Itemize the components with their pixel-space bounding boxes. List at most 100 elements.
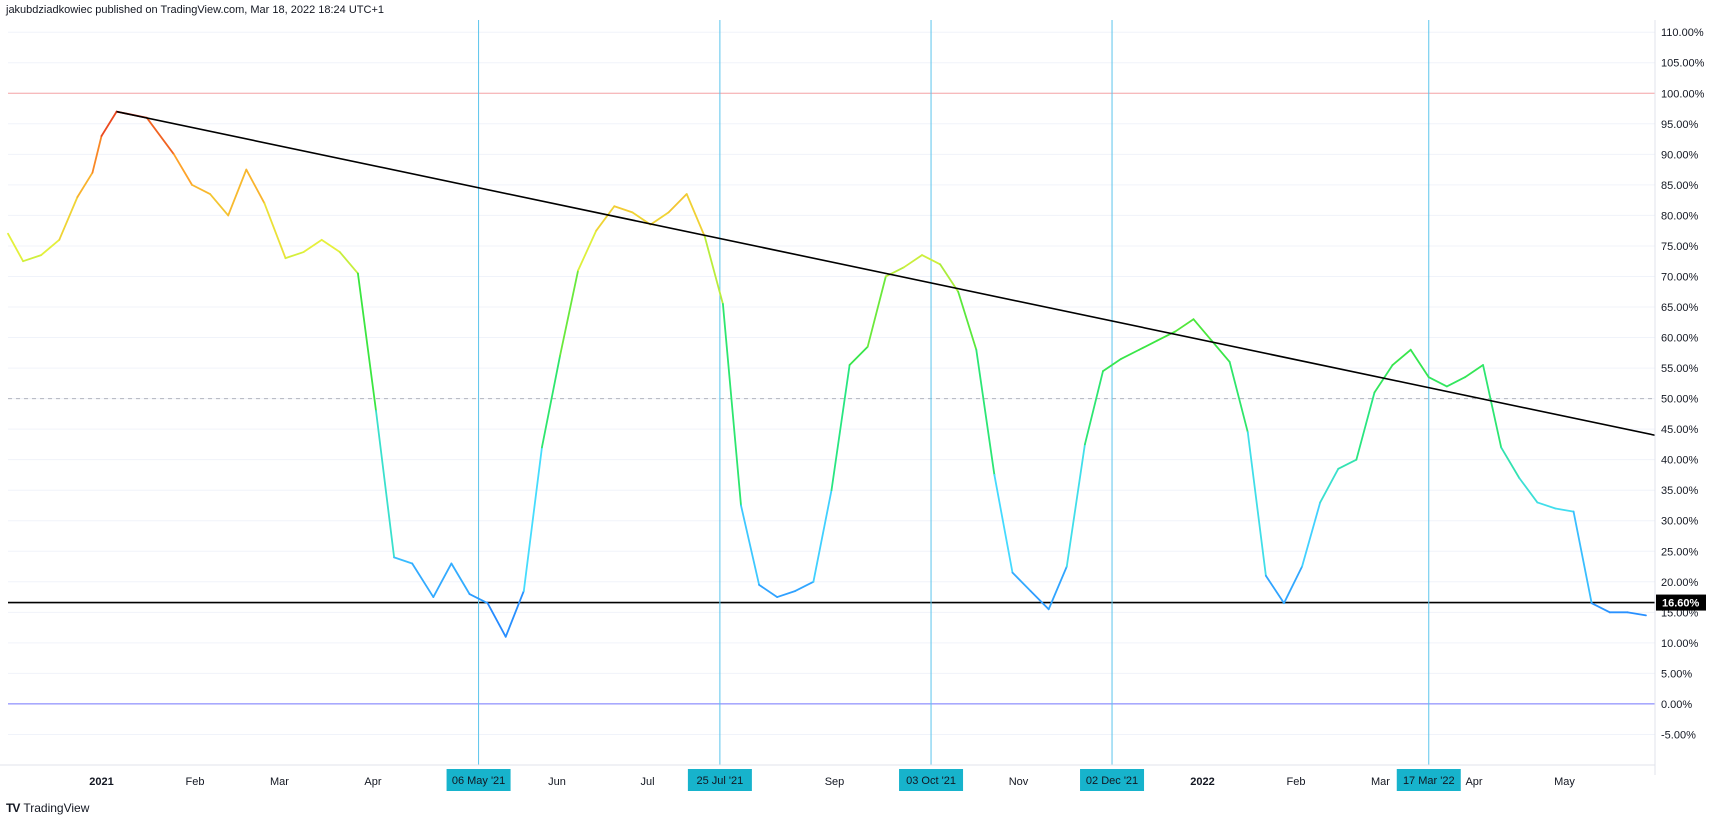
series-segment (722, 303, 742, 507)
y-tick-label: 50.00% (1661, 394, 1699, 406)
series-segment (1319, 467, 1340, 504)
y-tick-label: 45.00% (1661, 424, 1699, 436)
series-segment (191, 183, 212, 195)
horizontal-levels (8, 92, 1655, 705)
series-segment (1464, 364, 1484, 379)
series-segment (1337, 458, 1358, 470)
series-segment (227, 168, 248, 217)
x-tick-label: Nov (1009, 776, 1029, 788)
y-tick-label: 100.00% (1661, 88, 1705, 100)
series-segment (522, 446, 543, 592)
series-segment (1283, 565, 1303, 605)
series-segment (1518, 477, 1539, 504)
y-tick-label: 30.00% (1661, 516, 1699, 528)
series-segment (1102, 358, 1122, 373)
series-segment (1246, 431, 1267, 577)
series-segment (939, 263, 960, 293)
descending-trend-line (116, 110, 1656, 437)
x-tick-label: Sep (825, 776, 845, 788)
series-segment (1138, 339, 1159, 351)
x-tick-label: Feb (186, 776, 205, 788)
y-tick-label: 85.00% (1661, 180, 1699, 192)
series-segment (263, 202, 287, 260)
series-segment (504, 590, 525, 638)
series-segment (685, 193, 706, 238)
series-segment (1120, 348, 1141, 360)
series-segment (245, 168, 266, 205)
x-tick-label: 2022 (1190, 776, 1214, 788)
footer-brand: TradingView (23, 801, 90, 815)
series-segment (595, 205, 616, 232)
series-segment (902, 254, 923, 269)
series-segment (740, 504, 761, 586)
x-axis[interactable]: 2021FebMarAprJunJulAugSepNov2022FebMarAp… (89, 776, 1575, 788)
x-tick-label: 2021 (89, 776, 113, 788)
series-segment (1626, 611, 1647, 617)
series-segment (1500, 446, 1521, 479)
y-tick-label: 20.00% (1661, 577, 1699, 589)
series-segment (1572, 510, 1593, 605)
series-segment (794, 580, 815, 592)
date-badge-label: 06 May '21 (452, 775, 505, 787)
series-segment (1047, 565, 1068, 611)
date-badge (899, 769, 964, 791)
level-badge-label: 16.60% (1662, 598, 1700, 610)
y-axis[interactable]: 110.00% 105.00% 100.00% 95.00% 90.00% 85.00% 8… (1656, 27, 1706, 741)
series-segment (649, 211, 670, 226)
series-segment (993, 474, 1014, 574)
level-badge (1656, 594, 1706, 611)
series-segment (1011, 571, 1032, 592)
series-segment (1029, 590, 1050, 611)
series-line (7, 110, 1647, 638)
series-segment (284, 251, 305, 260)
series-segment (1536, 501, 1557, 510)
y-tick-label: 95.00% (1661, 119, 1699, 131)
series-segment (1301, 501, 1322, 568)
series-segment (1192, 318, 1213, 342)
x-tick-label: Mar (1371, 776, 1390, 788)
series-segment (22, 254, 43, 263)
series-segment (1228, 361, 1249, 434)
series-segment (1355, 391, 1376, 461)
y-tick-label: 35.00% (1661, 485, 1699, 497)
series-segment (975, 348, 996, 476)
footer: TV TradingView (6, 801, 89, 815)
publisher-header: jakubdziadkowiec published on TradingVie… (6, 4, 384, 16)
series-segment (613, 205, 634, 214)
trend-line (116, 110, 1656, 437)
series-segment (884, 266, 905, 278)
series-segment (812, 489, 833, 583)
y-tick-label: 70.00% (1661, 271, 1699, 283)
series-segment (357, 272, 377, 412)
series-segment (302, 238, 323, 253)
series-segment (577, 229, 598, 272)
series-segment (703, 235, 724, 305)
x-tick-label: Feb (1287, 776, 1306, 788)
series-segment (866, 275, 887, 348)
date-badge (687, 769, 752, 791)
date-badge-label: 25 Jul '21 (697, 775, 744, 787)
series-segment (1174, 318, 1195, 333)
x-tick-label: Apr (1465, 776, 1482, 788)
series-segment (921, 254, 941, 266)
y-tick-label: 90.00% (1661, 149, 1699, 161)
series-segment (957, 290, 978, 351)
series-segment (758, 583, 779, 598)
tradingview-logo-icon: TV (6, 801, 20, 815)
series-segment (1065, 443, 1086, 568)
series-segment (450, 562, 471, 595)
x-tick-label: May (1554, 776, 1575, 788)
series-segment (91, 135, 103, 174)
series-segment (1482, 364, 1503, 449)
y-tick-label: 65.00% (1661, 302, 1699, 314)
series-segment (848, 345, 869, 366)
series-segment (1409, 348, 1430, 379)
series-segment (486, 602, 507, 638)
series-segment (40, 238, 61, 257)
date-badge (446, 769, 511, 791)
series-segment (1264, 574, 1285, 605)
x-tick-label: Mar (270, 776, 289, 788)
y-tick-label: 40.00% (1661, 455, 1699, 467)
series-segment (1590, 602, 1611, 614)
y-tick-label: 55.00% (1661, 363, 1699, 375)
